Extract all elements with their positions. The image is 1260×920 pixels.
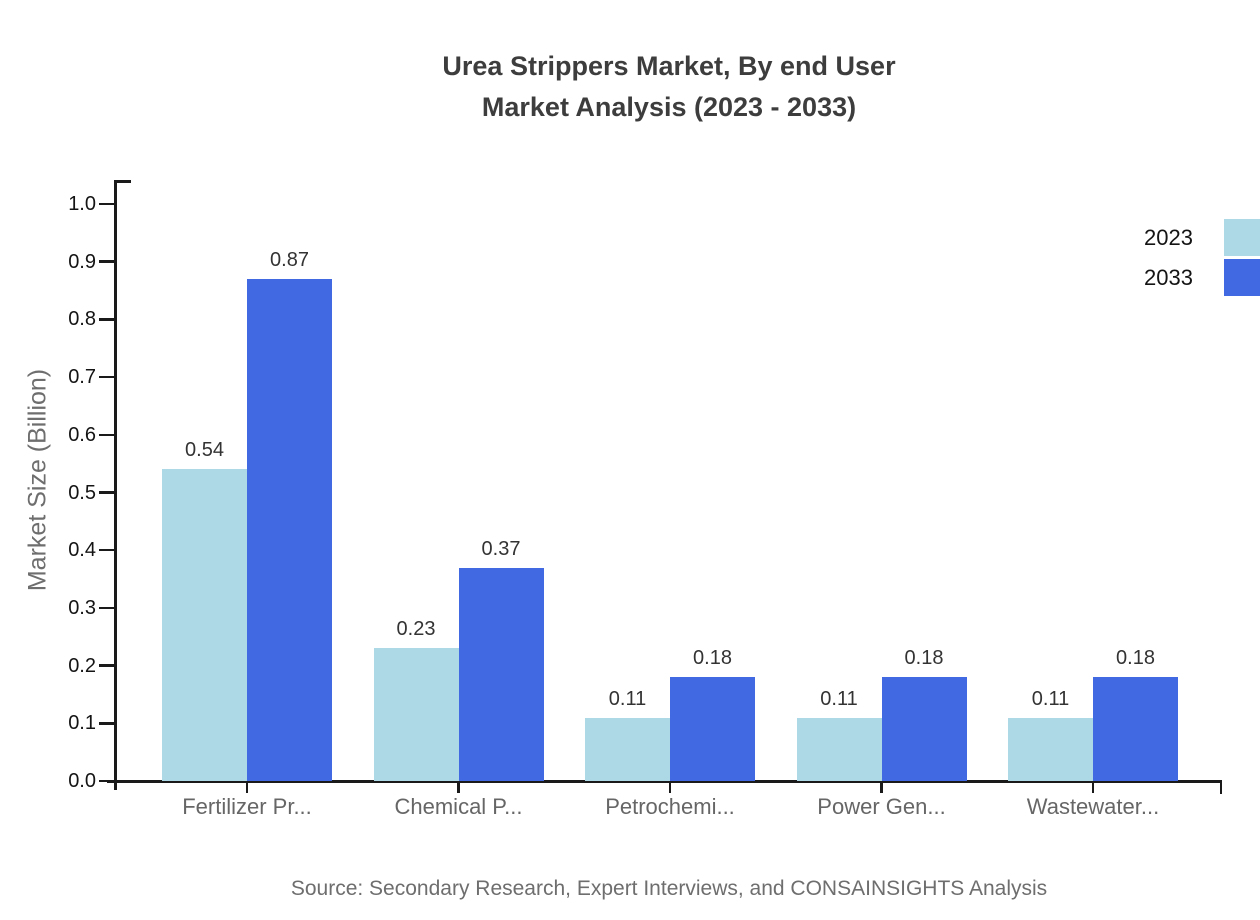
value-label: 0.11 [820,687,858,710]
y-tick-label: 1.0 [68,193,96,215]
value-label: 0.37 [481,537,521,560]
bar-2023-1 [373,648,459,781]
x-tick [1091,781,1095,793]
x-tick [245,781,249,793]
chart-title: Urea Strippers Market, By end User Marke… [442,51,896,122]
value-label: 0.11 [608,687,647,710]
y-tick [99,375,115,379]
x-tick [880,781,883,793]
value-label: 0.87 [270,249,309,271]
y-tick-label: 0.4 [68,539,96,562]
y-tick-label: 0.5 [68,481,96,504]
y-tick [99,318,115,321]
legend: 2023 2033 [1144,219,1260,296]
value-label: 0.54 [185,439,224,462]
value-label: 0.18 [904,647,944,670]
legend-swatch-2023 [1224,219,1260,256]
value-label: 0.18 [693,647,732,670]
y-tick-label: 0.9 [68,250,96,273]
x-axis-right-cap [1219,780,1222,794]
bar-2023-4 [1008,717,1093,781]
value-label: 0.18 [1116,647,1155,670]
y-tick-label: 0.3 [68,596,96,619]
x-category-label: Wastewater... [1026,794,1160,819]
y-tick-label: 0.6 [68,423,96,446]
x-category-label: Fertilizer Pr... [182,794,312,819]
bar-2033-3 [881,677,967,781]
y-tick [99,779,115,783]
bar-2023-2 [585,717,670,781]
x-category-label: Petrochemi... [605,794,735,819]
y-axis-line [114,180,117,790]
y-axis-top-cap [114,180,131,183]
bar-2033-4 [1093,677,1178,781]
bar-2033-2 [670,677,755,781]
bar-2033-0 [247,279,332,781]
y-tick [99,722,115,725]
x-tick [457,781,460,793]
y-tick-label: 0.7 [68,366,96,389]
x-tick [668,781,672,793]
bar-2033-1 [458,567,544,781]
y-tick-label: 0.0 [68,770,96,792]
legend-label: 2033 [1144,264,1193,290]
y-tick-label: 0.1 [68,712,96,735]
y-tick [99,260,115,263]
y-tick [99,433,115,437]
legend-item-2033: 2033 [1144,259,1260,296]
legend-item-2023: 2023 [1144,219,1260,256]
x-axis-line [107,780,1222,783]
value-label: 0.11 [1031,687,1070,710]
y-tick-label: 0.8 [68,308,96,331]
source-note: Source: Secondary Research, Expert Inter… [290,877,1048,900]
legend-swatch-2033 [1224,259,1260,296]
value-label: 0.23 [396,618,436,641]
y-tick [99,664,115,667]
y-tick [99,548,115,552]
bar-2023-3 [796,717,882,781]
y-tick-label: 0.2 [68,654,96,677]
y-tick [99,202,115,206]
x-category-label: Power Gen... [817,794,946,819]
x-category-label: Chemical P... [394,794,523,819]
y-tick [99,491,115,494]
legend-label: 2023 [1144,224,1193,250]
bar-2023-0 [162,469,247,781]
y-tick [99,606,115,610]
